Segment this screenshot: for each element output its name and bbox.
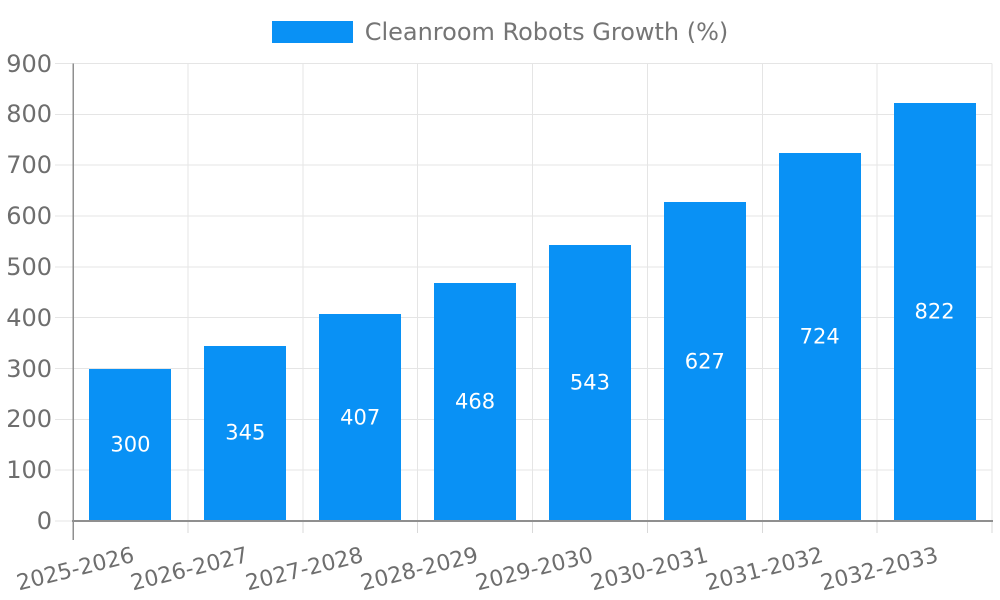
bar-2031-2032 bbox=[778, 152, 861, 520]
bar-value-label: 345 bbox=[225, 420, 266, 445]
y-axis-tick-label: 700 bbox=[6, 151, 52, 180]
bar-value-label: 822 bbox=[914, 299, 955, 324]
legend-item[interactable]: Cleanroom Robots Growth (%) bbox=[271, 18, 729, 46]
bar-2028-2029 bbox=[434, 283, 517, 520]
bar-2032-2033 bbox=[893, 103, 976, 520]
bar-2027-2028 bbox=[319, 314, 402, 520]
legend-swatch-icon bbox=[271, 21, 353, 43]
legend-series-label: Cleanroom Robots Growth (%) bbox=[364, 18, 729, 46]
bar-2026-2027 bbox=[204, 345, 287, 520]
bar-value-label: 407 bbox=[340, 405, 381, 430]
bar-value-label: 468 bbox=[455, 389, 496, 414]
y-axis-tick-label: 200 bbox=[6, 405, 52, 434]
y-axis-tick-label: 400 bbox=[6, 303, 52, 332]
y-axis-tick-label: 800 bbox=[6, 100, 52, 129]
y-axis-tick-label: 100 bbox=[6, 456, 52, 485]
y-axis-tick-label: 900 bbox=[6, 49, 52, 78]
legend: Cleanroom Robots Growth (%) bbox=[0, 18, 1000, 46]
y-axis-tick-label: 500 bbox=[6, 252, 52, 281]
y-axis-tick-label: 0 bbox=[36, 507, 52, 535]
bar-2029-2030 bbox=[548, 244, 631, 520]
bar-value-label: 724 bbox=[799, 324, 840, 349]
bar-value-label: 543 bbox=[569, 370, 610, 395]
bar-2025-2026 bbox=[89, 368, 172, 520]
y-axis-tick-label: 600 bbox=[6, 202, 52, 230]
bar-value-label: 300 bbox=[110, 432, 151, 457]
bar-value-label: 627 bbox=[684, 349, 725, 374]
bar-2030-2031 bbox=[663, 202, 746, 520]
y-axis-tick-label: 300 bbox=[6, 354, 52, 383]
